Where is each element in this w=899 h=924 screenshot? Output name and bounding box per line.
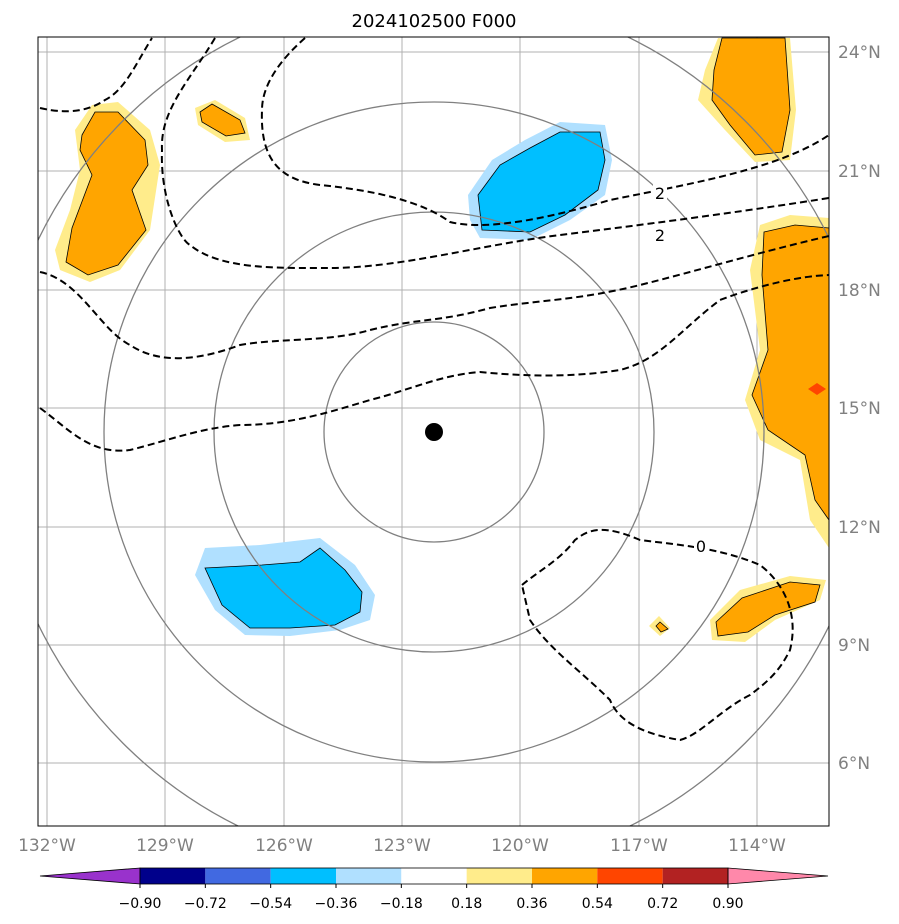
latitude-label: 6°N <box>838 754 870 774</box>
positive-region-mid <box>65 111 149 276</box>
colorbar-segment <box>205 868 271 884</box>
longitude-label: 117°W <box>610 836 668 856</box>
colorbar-extend-high <box>727 867 829 885</box>
longitude-label: 123°W <box>373 836 431 856</box>
contour-line <box>39 235 829 360</box>
contour-line <box>39 37 153 113</box>
longitude-label: 129°W <box>136 836 194 856</box>
colorbar-extend-low <box>39 867 141 885</box>
positive-region-east <box>751 224 829 521</box>
contour-label: 2 <box>655 184 665 203</box>
colorbar-tick-label: −0.18 <box>380 896 423 912</box>
contour-line <box>39 274 829 452</box>
colorbar-tick-label: 0.72 <box>647 896 678 912</box>
plot-frame <box>37 36 830 827</box>
storm-center-marker <box>425 423 443 441</box>
range-ring-outer <box>103 101 765 763</box>
contour-labels: 2 2 0 <box>653 182 708 556</box>
contour-line <box>160 37 829 270</box>
negative-region-north <box>477 131 606 233</box>
colorbar-segment <box>597 868 663 884</box>
longitude-label: 126°W <box>255 836 313 856</box>
gridlines <box>38 37 829 826</box>
plot-area <box>38 37 829 826</box>
longitude-label: 132°W <box>18 836 76 856</box>
colorbar-tick-label: 0.18 <box>451 896 482 912</box>
colorbar: −0.90 −0.72 −0.54 −0.36 −0.18 0.18 0.36 0.54 0.7… <box>39 867 829 912</box>
colorbar-tick-label: 0.90 <box>712 896 743 912</box>
map-title: 2024102500 F000 <box>352 11 517 32</box>
contours <box>39 37 829 742</box>
longitude-label: 114°W <box>728 836 786 856</box>
colorbar-segment <box>270 868 336 884</box>
colorbar-tick-label: −0.72 <box>184 896 227 912</box>
positive-region-ne <box>711 37 791 156</box>
colorbar-tick-label: 0.54 <box>582 896 613 912</box>
longitude-labels: 132°W 129°W 126°W 123°W 120°W 117°W 114°W <box>18 836 786 856</box>
latitude-label: 18°N <box>838 281 881 301</box>
positive-region-se <box>715 581 821 637</box>
positive-region-tiny-core <box>655 621 669 633</box>
latitude-label: 9°N <box>838 636 870 656</box>
range-ring-inner <box>323 321 545 543</box>
contour-line <box>260 37 829 226</box>
longitude-label: 120°W <box>491 836 549 856</box>
latitude-label: 21°N <box>838 162 881 182</box>
colorbar-tick-label: −0.90 <box>119 896 162 912</box>
latitude-label: 15°N <box>838 399 881 419</box>
positive-region-peak <box>808 383 826 395</box>
positive-region-small <box>199 103 246 137</box>
colorbar-segment <box>336 868 402 884</box>
latitude-label: 12°N <box>838 518 881 538</box>
colorbar-segment <box>662 868 728 884</box>
colorbar-tick-label: −0.36 <box>315 896 358 912</box>
colorbar-segment <box>140 868 206 884</box>
contour-label: 0 <box>696 537 706 556</box>
colorbar-segment <box>466 868 532 884</box>
latitude-labels: 24°N 21°N 18°N 15°N 12°N 9°N 6°N <box>838 43 881 774</box>
contour-line <box>520 528 794 742</box>
colorbar-segment <box>532 868 598 884</box>
colorbar-segment <box>401 868 467 884</box>
latitude-label: 24°N <box>838 43 881 63</box>
negative-region-south <box>204 547 363 629</box>
colorbar-tick-label: −0.54 <box>249 896 292 912</box>
contour-label: 2 <box>655 226 665 245</box>
colorbar-tick-label: 0.36 <box>516 896 547 912</box>
colorbar-frame <box>139 867 729 885</box>
